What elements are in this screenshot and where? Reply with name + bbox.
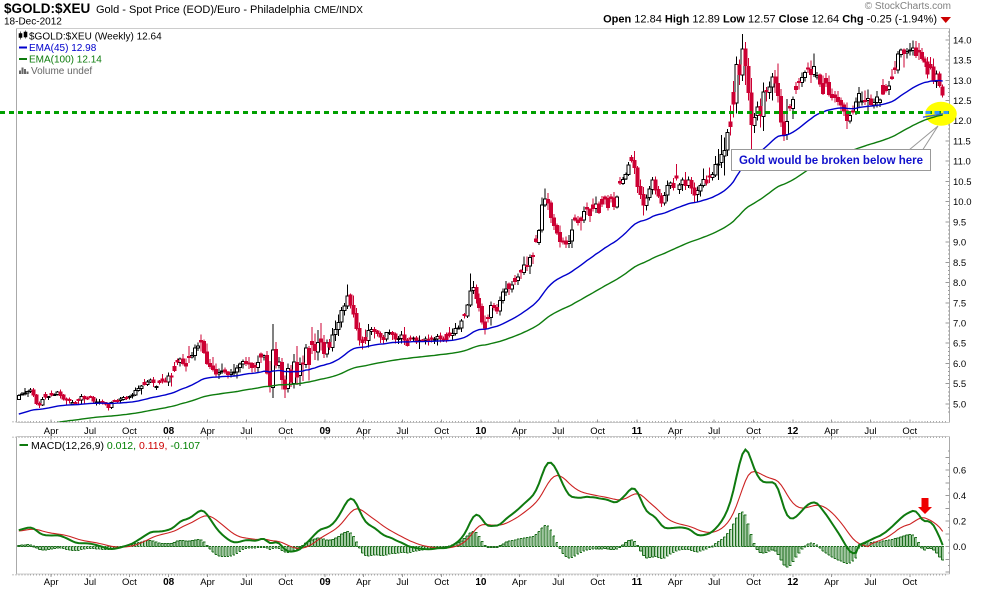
svg-text:Oct: Oct bbox=[434, 577, 449, 588]
svg-text:Oct: Oct bbox=[122, 577, 137, 588]
svg-text:10.5: 10.5 bbox=[953, 177, 972, 188]
svg-text:Apr: Apr bbox=[512, 577, 527, 588]
svg-text:6.0: 6.0 bbox=[953, 359, 966, 370]
svg-text:$GOLD:$XEU (Weekly) 12.64: $GOLD:$XEU (Weekly) 12.64 bbox=[29, 32, 162, 43]
svg-text:EMA(100) 12.14: EMA(100) 12.14 bbox=[29, 55, 102, 66]
svg-text:Jul: Jul bbox=[552, 426, 564, 437]
svg-text:18-Dec-2012: 18-Dec-2012 bbox=[4, 17, 62, 28]
svg-text:08: 08 bbox=[163, 426, 175, 437]
svg-text:Oct: Oct bbox=[590, 426, 605, 437]
svg-text:Oct: Oct bbox=[746, 577, 761, 588]
svg-text:Jul: Jul bbox=[84, 577, 96, 588]
svg-text:13.0: 13.0 bbox=[953, 76, 972, 87]
svg-text:11.5: 11.5 bbox=[953, 137, 971, 148]
svg-text:0.6: 0.6 bbox=[953, 466, 966, 477]
svg-text:Jul: Jul bbox=[708, 426, 720, 437]
svg-text:08: 08 bbox=[163, 577, 175, 588]
svg-text:Apr: Apr bbox=[200, 426, 215, 437]
svg-text:Apr: Apr bbox=[512, 426, 527, 437]
svg-text:Oct: Oct bbox=[278, 577, 293, 588]
svg-text:5.0: 5.0 bbox=[953, 399, 966, 410]
svg-text:Jul: Jul bbox=[396, 577, 408, 588]
svg-text:Open 12.84 High 12.89 Low 12.5: Open 12.84 High 12.89 Low 12.57 Close 12… bbox=[603, 14, 937, 26]
svg-text:10: 10 bbox=[475, 426, 487, 437]
svg-text:MACD(12,26,9) 0.012, 0.119, -0: MACD(12,26,9) 0.012, 0.119, -0.107 bbox=[31, 440, 200, 452]
svg-text:CME/INDX: CME/INDX bbox=[314, 5, 363, 16]
svg-text:11: 11 bbox=[632, 577, 643, 588]
svg-text:Jul: Jul bbox=[240, 577, 252, 588]
svg-text:Oct: Oct bbox=[278, 426, 293, 437]
svg-text:Oct: Oct bbox=[902, 577, 917, 588]
svg-text:Apr: Apr bbox=[44, 577, 59, 588]
svg-text:11.0: 11.0 bbox=[953, 157, 971, 168]
svg-text:Jul: Jul bbox=[864, 577, 876, 588]
svg-text:Gold - Spot Price (EOD)/Euro -: Gold - Spot Price (EOD)/Euro - Philadelp… bbox=[96, 4, 311, 16]
svg-text:0.0: 0.0 bbox=[953, 542, 966, 553]
svg-text:12.5: 12.5 bbox=[953, 96, 972, 107]
svg-text:12.0: 12.0 bbox=[953, 116, 972, 127]
svg-text:Apr: Apr bbox=[824, 577, 839, 588]
svg-text:Oct: Oct bbox=[122, 426, 137, 437]
svg-text:9.5: 9.5 bbox=[953, 217, 966, 228]
svg-text:Jul: Jul bbox=[240, 426, 252, 437]
svg-text:Apr: Apr bbox=[668, 426, 683, 437]
svg-text:Jul: Jul bbox=[552, 577, 564, 588]
svg-text:Oct: Oct bbox=[434, 426, 449, 437]
svg-text:Apr: Apr bbox=[200, 577, 215, 588]
svg-text:Jul: Jul bbox=[84, 426, 96, 437]
svg-text:0.4: 0.4 bbox=[953, 491, 966, 502]
svg-text:12: 12 bbox=[787, 426, 799, 437]
svg-text:© StockCharts.com: © StockCharts.com bbox=[865, 1, 951, 12]
svg-text:09: 09 bbox=[319, 577, 331, 588]
svg-text:8.5: 8.5 bbox=[953, 258, 966, 269]
svg-text:0.2: 0.2 bbox=[953, 517, 966, 528]
svg-text:13.5: 13.5 bbox=[953, 56, 972, 67]
svg-text:7.0: 7.0 bbox=[953, 319, 966, 330]
svg-text:Oct: Oct bbox=[590, 577, 605, 588]
svg-text:Oct: Oct bbox=[902, 426, 917, 437]
svg-text:Apr: Apr bbox=[668, 577, 683, 588]
svg-text:Oct: Oct bbox=[746, 426, 761, 437]
svg-text:5.5: 5.5 bbox=[953, 379, 966, 390]
svg-text:$GOLD:$XEU: $GOLD:$XEU bbox=[4, 1, 90, 16]
svg-text:11: 11 bbox=[632, 426, 643, 437]
svg-text:Jul: Jul bbox=[396, 426, 408, 437]
svg-text:14.0: 14.0 bbox=[953, 35, 972, 46]
svg-text:8.0: 8.0 bbox=[953, 278, 966, 289]
svg-text:Apr: Apr bbox=[356, 426, 371, 437]
svg-text:Jul: Jul bbox=[864, 426, 876, 437]
svg-text:12: 12 bbox=[787, 577, 799, 588]
svg-text:Jul: Jul bbox=[708, 577, 720, 588]
svg-text:Volume undef: Volume undef bbox=[31, 66, 92, 77]
svg-text:9.0: 9.0 bbox=[953, 238, 966, 249]
svg-text:7.5: 7.5 bbox=[953, 298, 966, 309]
svg-text:10.0: 10.0 bbox=[953, 197, 972, 208]
svg-text:09: 09 bbox=[319, 426, 331, 437]
svg-text:Apr: Apr bbox=[824, 426, 839, 437]
svg-text:Apr: Apr bbox=[356, 577, 371, 588]
svg-text:Gold would be broken below her: Gold would be broken below here bbox=[739, 155, 923, 167]
svg-text:EMA(45) 12.98: EMA(45) 12.98 bbox=[29, 43, 97, 54]
svg-text:10: 10 bbox=[475, 577, 487, 588]
svg-text:6.5: 6.5 bbox=[953, 339, 966, 350]
svg-text:Apr: Apr bbox=[44, 426, 59, 437]
